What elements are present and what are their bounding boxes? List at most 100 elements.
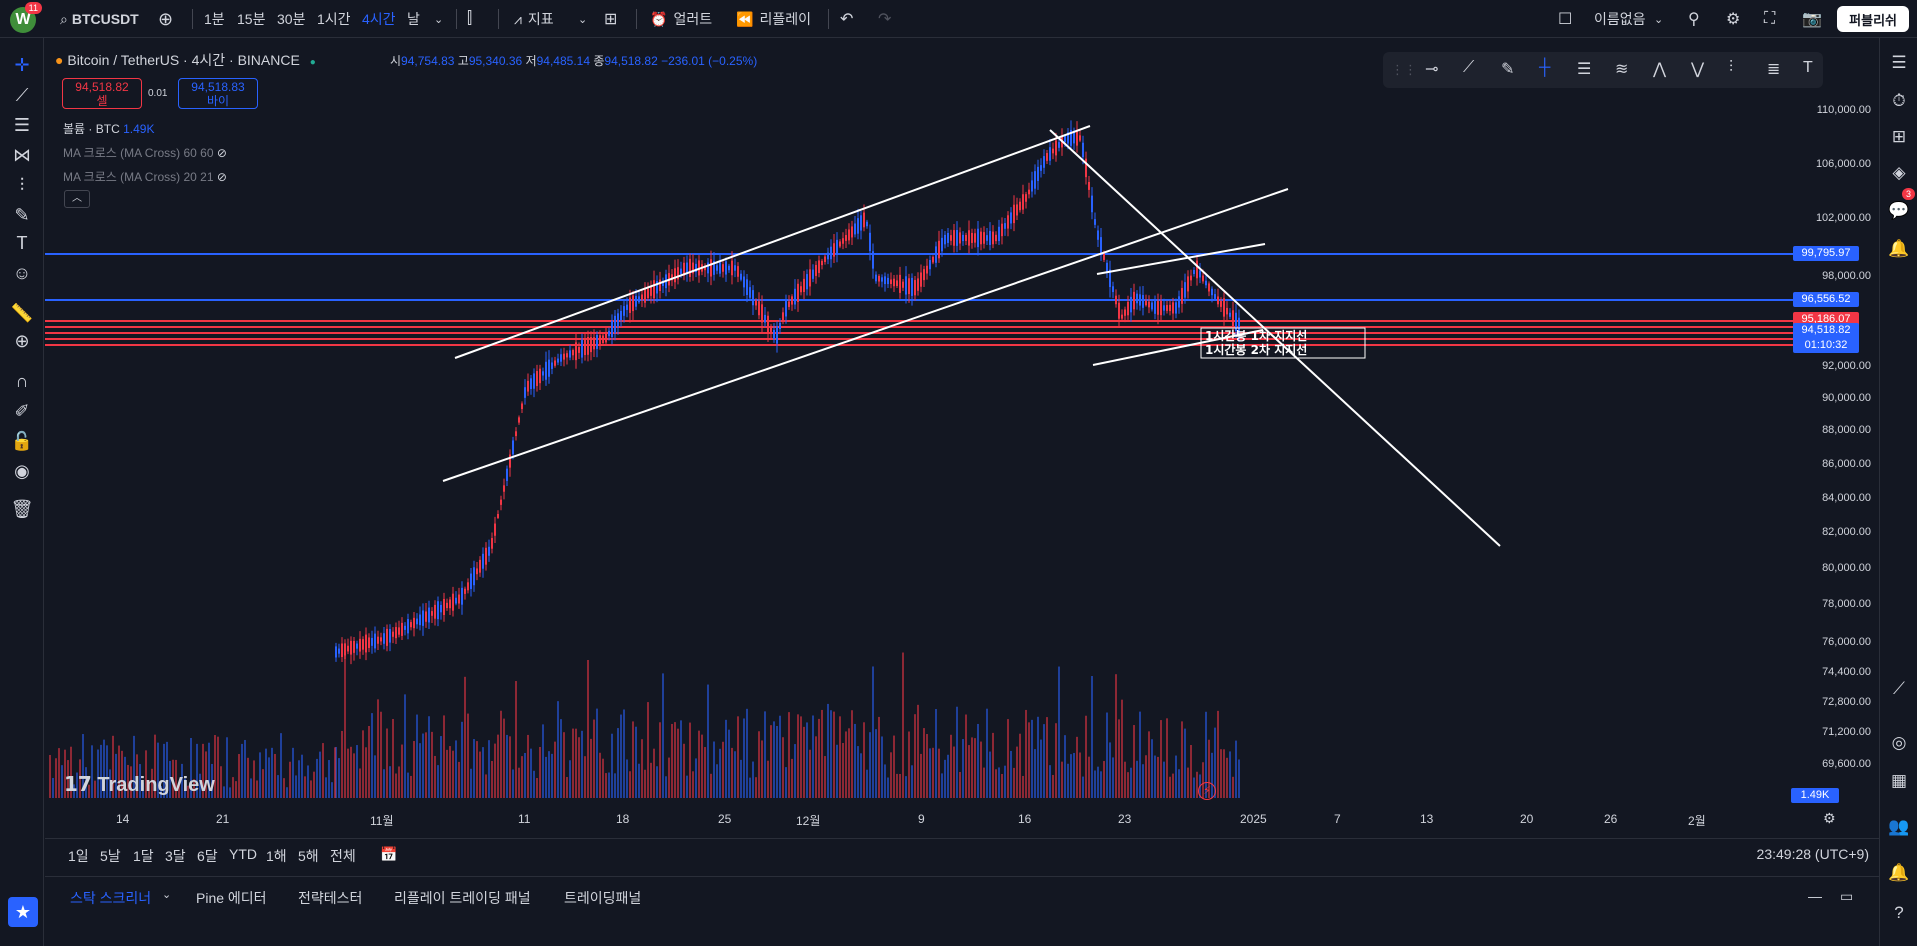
- maximize-panel-icon[interactable]: ▭: [1840, 888, 1854, 904]
- trash-icon[interactable]: 🗑: [10, 498, 34, 519]
- interval-30m[interactable]: 30분: [277, 11, 306, 27]
- tab-stock-screener[interactable]: 스탁 스크리너: [70, 890, 152, 906]
- layout-dropdown-icon[interactable]: ⌄: [1654, 13, 1664, 26]
- range-6m[interactable]: 6달: [197, 848, 218, 864]
- elliott-wave-icon[interactable]: ⋀: [1653, 61, 1667, 78]
- emoji-icon[interactable]: ☺: [12, 262, 32, 283]
- camera-icon[interactable]: 📷: [1802, 11, 1822, 28]
- collapse-legend-button[interactable]: ︿: [64, 190, 90, 208]
- interval-1m[interactable]: 1분: [204, 11, 225, 27]
- alerts-clock-icon[interactable]: ⏱: [1892, 91, 1906, 110]
- minimize-panel-icon[interactable]: —: [1808, 888, 1822, 904]
- news-icon[interactable]: ⊞: [1891, 127, 1907, 146]
- candle-body: [815, 264, 817, 276]
- horizontal-ray-icon[interactable]: ⊸: [1425, 61, 1439, 78]
- go-to-date-icon[interactable]: 📅: [380, 846, 398, 862]
- regression-icon[interactable]: ≋: [1615, 61, 1629, 78]
- trendline-icon[interactable]: ⟋: [15, 84, 29, 105]
- range-5d[interactable]: 5날: [100, 848, 121, 864]
- line-tool-icon[interactable]: ⟋: [1463, 59, 1475, 76]
- candle-body: [1133, 291, 1135, 310]
- pen-tool-icon[interactable]: ✎: [1501, 61, 1515, 78]
- indicators-button[interactable]: ⩘ 지표: [514, 0, 554, 38]
- axis-settings-icon[interactable]: ⚙: [1823, 810, 1836, 826]
- zoom-in-icon[interactable]: ⊕: [14, 330, 30, 351]
- quick-search-icon[interactable]: ⚲: [1688, 11, 1700, 28]
- interval-day[interactable]: 날: [407, 11, 420, 27]
- eye-icon[interactable]: ◉: [14, 460, 30, 481]
- range-1d[interactable]: 1일: [68, 848, 89, 864]
- buy-button[interactable]: 94,518.83 바이: [178, 78, 258, 109]
- bell-icon[interactable]: 🔔: [1888, 239, 1910, 258]
- fib-channel-icon[interactable]: ⫶: [1729, 59, 1734, 76]
- fib-retracement-icon[interactable]: ≣: [1767, 61, 1781, 78]
- lock-icon[interactable]: 🔓: [10, 430, 34, 451]
- brush-icon[interactable]: ✎: [14, 204, 30, 225]
- pattern-icon[interactable]: ⋈: [13, 144, 31, 165]
- replay-button[interactable]: ⏪ 리플레이: [736, 0, 811, 38]
- last-price-tag: 94,518.82 01:10:32: [1793, 323, 1859, 353]
- symbol-search-button[interactable]: ⌕ BTCUSDT: [60, 0, 139, 38]
- settings-gear-icon[interactable]: ⚙: [1726, 11, 1741, 28]
- watchlist-icon[interactable]: ☰: [1891, 53, 1907, 72]
- alert-button[interactable]: ⏰ 얼러트: [650, 0, 712, 38]
- parallel-channel-icon[interactable]: ☰: [1577, 61, 1592, 78]
- volume-indicator-legend[interactable]: 볼륨 · BTC 1.49K: [63, 120, 154, 137]
- cross-line-icon[interactable]: ┼: [1539, 59, 1551, 76]
- target-icon[interactable]: ◎: [1891, 733, 1907, 752]
- chart-legend-title[interactable]: ● Bitcoin / TetherUS · 4시간 · BINANCE ●: [55, 50, 316, 70]
- fullscreen-icon[interactable]: ⛶: [1764, 10, 1776, 27]
- ma-cross-1-legend[interactable]: MA 크로스 (MA Cross) 60 60 ⊘: [63, 144, 227, 161]
- fib-icon[interactable]: ☰: [13, 114, 31, 135]
- interval-15m[interactable]: 15분: [237, 11, 266, 27]
- crosshair-icon[interactable]: ✛: [14, 54, 30, 75]
- tab-pine-editor[interactable]: Pine 에디터: [196, 890, 267, 906]
- hidden-eye-icon[interactable]: ⊘: [216, 146, 227, 160]
- undo-icon[interactable]: ↶: [840, 11, 854, 28]
- redo-icon[interactable]: ↷: [878, 11, 892, 28]
- layout-name[interactable]: 이름없음: [1594, 11, 1646, 27]
- range-all[interactable]: 전체: [330, 848, 356, 864]
- tab-strategy-tester[interactable]: 전략테스터: [298, 890, 363, 906]
- layers-icon[interactable]: ◈: [1892, 163, 1906, 182]
- lightning-icon[interactable]: ⚡: [1198, 782, 1216, 800]
- ruler-icon[interactable]: 📏: [10, 302, 34, 323]
- text-icon[interactable]: T: [16, 232, 28, 253]
- interval-1h[interactable]: 1시간: [317, 11, 351, 27]
- range-5y[interactable]: 5해: [298, 848, 319, 864]
- range-ytd[interactable]: YTD: [229, 846, 257, 862]
- indicators-dropdown-icon[interactable]: ⌄: [578, 13, 588, 26]
- hidden-eye-icon[interactable]: ⊘: [216, 170, 227, 184]
- user-avatar[interactable]: W 11: [10, 2, 42, 33]
- abcd-pattern-icon[interactable]: ⋁: [1691, 61, 1705, 78]
- range-3m[interactable]: 3달: [165, 848, 186, 864]
- forecast-icon[interactable]: ⫶: [19, 174, 25, 195]
- favorites-star-icon[interactable]: ★: [8, 897, 38, 927]
- calendar-icon[interactable]: ▦: [1890, 771, 1908, 790]
- interval-4h[interactable]: 4시간: [362, 11, 396, 27]
- sell-button[interactable]: 94,518.82 셀: [62, 78, 142, 109]
- magnet-icon[interactable]: ∩: [15, 370, 29, 391]
- publish-button[interactable]: 퍼블리쉬: [1837, 6, 1909, 32]
- interval-dropdown-icon[interactable]: ⌄: [434, 13, 444, 26]
- tab-replay-trading[interactable]: 리플레이 트레이딩 패널: [394, 890, 531, 906]
- clock-timezone[interactable]: 23:49:28 (UTC+9): [1756, 846, 1869, 862]
- drag-handle-icon[interactable]: ⋮⋮: [1391, 62, 1417, 77]
- candle-type-icon[interactable]: ⫿: [467, 10, 473, 27]
- notification-bell-icon[interactable]: 🔔: [1888, 863, 1910, 882]
- people-icon[interactable]: 👥: [1888, 817, 1910, 836]
- range-1y[interactable]: 1해: [266, 848, 287, 864]
- text-tool-icon[interactable]: T: [1803, 59, 1813, 76]
- ma-cross-2-legend[interactable]: MA 크로스 (MA Cross) 20 21 ⊘: [63, 168, 227, 185]
- trading-icon[interactable]: ⟋: [1893, 679, 1905, 698]
- layout-grid-icon[interactable]: ⊞: [604, 11, 618, 28]
- compare-add-icon[interactable]: ⊕: [158, 8, 174, 29]
- help-icon[interactable]: ?: [1894, 903, 1904, 922]
- tab-trading-panel[interactable]: 트레이딩패널: [564, 890, 642, 906]
- layout-checkbox-icon[interactable]: ☐: [1558, 11, 1573, 28]
- chat-icon[interactable]: 💬: [1888, 201, 1910, 220]
- screener-dropdown-icon[interactable]: ⌄: [162, 889, 172, 901]
- range-1m[interactable]: 1달: [133, 848, 154, 864]
- lock-drawing-icon[interactable]: ✐: [14, 400, 30, 421]
